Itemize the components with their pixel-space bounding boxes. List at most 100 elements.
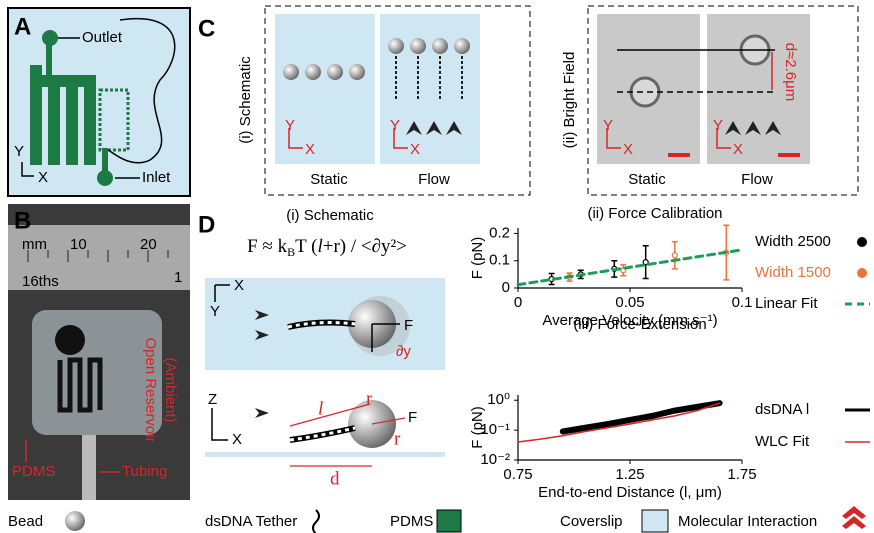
bead (454, 38, 470, 54)
axis-label: X (733, 141, 743, 158)
formula-part: B (287, 245, 295, 259)
channel (66, 80, 78, 165)
axis-arrow (214, 284, 230, 302)
data-point (642, 258, 649, 266)
formula-part: T ( (295, 236, 317, 257)
data-point (671, 252, 678, 259)
series-line (516, 248, 744, 287)
coverslip (205, 452, 445, 457)
axis-label: Y (603, 117, 613, 134)
chart-title: (iii) Force-Extension (573, 316, 706, 333)
bead (305, 64, 321, 80)
distance-label: d (330, 468, 340, 489)
axis-label: Y (285, 117, 295, 134)
legend-label: Width 1500 (755, 264, 831, 281)
ruler-text: 16ths (22, 273, 59, 290)
x-axis-label: Average Velocity (mm.s⁻¹) (542, 312, 717, 329)
flow-arrow (255, 310, 269, 340)
outlet-label: Outlet (82, 29, 123, 46)
tether (395, 56, 463, 100)
bead (283, 64, 299, 80)
legend-icon (436, 509, 462, 533)
distance-label: d≈2.6μm (782, 43, 799, 102)
x-tick-label: 0.75 (503, 466, 532, 483)
bead (432, 38, 448, 54)
pdms-label: PDMS (12, 463, 55, 480)
pointer (25, 440, 120, 473)
axis-arrow (211, 408, 228, 441)
deflection-label: ∂y (396, 343, 411, 360)
formula-part: F ≈ k (247, 236, 287, 257)
legend-label: WLC Fit (755, 433, 810, 450)
ruler-text: 20 (140, 236, 157, 253)
y-axis-label: F (pN) (469, 406, 486, 449)
legend-text: dsDNA Tether (205, 513, 297, 530)
ruler-text: 1 (174, 269, 182, 286)
panel-letter: A (14, 13, 31, 40)
dashed-frame (587, 5, 859, 196)
axis-label: Y (14, 143, 24, 160)
formula-part: l (317, 236, 322, 257)
reservoir (55, 325, 85, 355)
ruler-ticks (27, 250, 169, 262)
legend-label: Linear Fit (755, 295, 818, 312)
axis-arrow (21, 162, 34, 177)
x-tick-label: 1.25 (615, 466, 644, 483)
y-axis-label: F (pN) (469, 237, 486, 280)
tether (287, 321, 356, 329)
axis-label: X (38, 169, 48, 186)
legend-marker (857, 237, 867, 247)
panel-letter: C (198, 15, 215, 42)
axis-label: X (305, 141, 315, 158)
bead (388, 38, 404, 54)
axis-arrow (606, 128, 621, 149)
bead (327, 64, 343, 80)
y-tick-label: 0.1 (489, 252, 510, 269)
legend-text: Coverslip (560, 513, 623, 530)
legend-icon (312, 509, 320, 533)
channel (84, 80, 96, 165)
force-label: F (404, 317, 413, 334)
axis-label: X (623, 141, 633, 158)
y-tick-label: 10⁻² (480, 451, 510, 468)
channel (30, 65, 42, 165)
tubing (82, 435, 96, 500)
row-label: (i) Schematic (237, 56, 254, 144)
legend-marker (857, 268, 867, 278)
axis-label: Z (208, 391, 217, 408)
reservoir-label: Open Reservoir (142, 337, 159, 442)
legend-text: Bead (8, 513, 43, 530)
chart-title: (ii) Force Calibration (587, 205, 722, 222)
inlet-label: Inlet (142, 169, 171, 186)
tubing-label: Tubing (122, 463, 167, 480)
channel (46, 38, 52, 78)
y-tick-label: 10⁻¹ (480, 421, 510, 438)
radius-label: r (366, 388, 373, 409)
flow-arrow (725, 121, 781, 135)
force-label: F (408, 409, 417, 426)
axis-label: X (410, 141, 420, 158)
axis-label: Y (713, 117, 723, 134)
channel (30, 75, 96, 87)
axis-label: X (232, 431, 242, 448)
legend-icon (65, 511, 85, 531)
dashed-frame (264, 5, 531, 196)
panel-letter: D (198, 211, 215, 238)
y-tick-label: 10⁰ (487, 391, 510, 408)
radius-label: r (394, 428, 401, 449)
bead-image (629, 76, 661, 108)
axis-label: X (234, 277, 244, 294)
panel-label: Flow (741, 171, 773, 188)
axis-arrow (393, 128, 408, 149)
x-tick-label: 1.75 (727, 466, 756, 483)
x-tick-label: 0.1 (732, 294, 753, 311)
beads (283, 38, 470, 80)
y-tick-label: 0 (502, 279, 510, 296)
bead (410, 38, 426, 54)
axis-label: Y (390, 117, 400, 134)
force-arrow (371, 323, 400, 352)
axis-arrow (716, 128, 731, 149)
panel-label: Flow (418, 171, 450, 188)
tether (289, 426, 356, 442)
